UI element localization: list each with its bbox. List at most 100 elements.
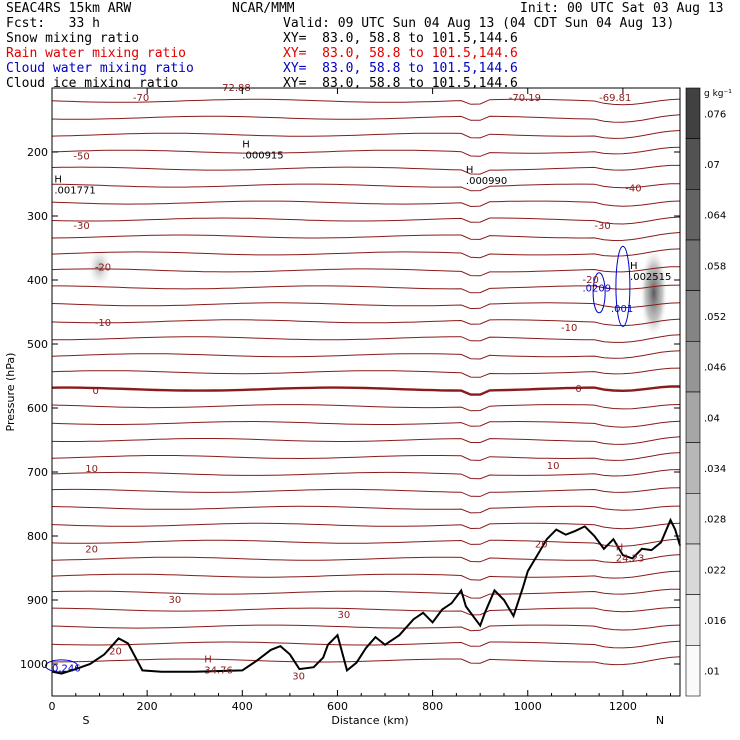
colorbar-label: .04: [704, 413, 720, 424]
x-tick-label: 1000: [514, 700, 542, 713]
colorbar-swatch: [685, 341, 701, 393]
extremum-value: 24.23: [616, 554, 645, 565]
temperature-contour-line: [51, 114, 681, 123]
temperature-contour-line: [51, 436, 681, 445]
temperature-contour-label: 20: [85, 545, 98, 556]
temperature-contour-line: [51, 164, 680, 175]
y-tick-label: 600: [27, 402, 48, 415]
temperature-contour-label: 10: [547, 461, 560, 472]
cloud-water-label: .001: [611, 304, 633, 315]
temperature-contour-line: [51, 469, 681, 480]
colorbar-label: .022: [704, 565, 726, 576]
extremum-mark: H: [466, 165, 474, 176]
x-end-label-south: S: [83, 714, 90, 727]
cloud-water-contour: [615, 245, 631, 327]
temperature-contour-label: -10: [561, 323, 577, 334]
x-axis: 0 200 400 600 800 1000 1200: [49, 88, 671, 713]
field-xy-rain: XY= 83.0, 58.8 to 101.5,144.6: [283, 46, 518, 61]
temperature-contour-label: -50: [73, 152, 89, 163]
temperature-contour-line: [51, 522, 681, 530]
colorbar-swatch: [685, 189, 701, 241]
temperature-contour-line: [51, 505, 681, 514]
temperature-contour-label: -20: [582, 275, 598, 286]
field-xy-snow: XY= 83.0, 58.8 to 101.5,144.6: [283, 31, 518, 46]
extremum-value: 34.76: [204, 666, 233, 677]
temperature-contour-line: [51, 624, 681, 632]
field-label-cloud-ice: Cloud ice mixing ratio: [6, 76, 179, 91]
org-label: NCAR/MMM: [232, 1, 295, 16]
forecast-hour: Fcst: 33 h: [6, 16, 100, 31]
y-tick-label: 500: [27, 338, 48, 351]
temperature-contours: [51, 98, 681, 666]
temperature-contour-line: [51, 350, 681, 360]
y-tick-label: 1000: [20, 658, 48, 671]
cloud-water-contours: [45, 245, 631, 673]
field-label-cloud-water: Cloud water mixing ratio: [6, 61, 194, 76]
temperature-contour-line: [51, 318, 681, 327]
colorbar-unit: g kg⁻¹: [704, 89, 732, 99]
colorbar: .076 .07 .064 .058 .052 .046 .04 .034 .028 .022 .0…: [685, 87, 726, 697]
colorbar-label: .034: [704, 464, 726, 475]
temperature-contour-label: -70: [133, 93, 149, 104]
x-tick-label: 200: [137, 700, 158, 713]
colorbar-swatch: [685, 290, 701, 342]
temperature-contour-line: [51, 98, 681, 106]
colorbar-swatch: [685, 543, 701, 595]
plot-frame: [52, 88, 680, 696]
temperature-contour-line: [51, 385, 680, 396]
y-tick-label: 300: [27, 210, 48, 223]
temperature-contour-line: [51, 487, 681, 497]
temperature-contour-line: [51, 656, 681, 666]
temperature-contour-label: 0: [92, 386, 98, 397]
extremum-value: .001771: [54, 186, 95, 197]
temperature-contour-line: [51, 640, 681, 649]
extremum-mark: H: [54, 175, 62, 186]
temperature-contour-label: 10: [85, 464, 98, 475]
extremum-mark: H: [242, 139, 250, 150]
colorbar-label: .052: [704, 312, 726, 323]
colorbar-swatch: [685, 138, 701, 190]
temperature-contour-label: 20: [109, 646, 122, 657]
field-label-rain: Rain water mixing ratio: [6, 46, 187, 61]
temperature-contour-line: [52, 334, 681, 343]
temperature-contour-label: -30: [73, 221, 89, 232]
temperature-contour-line: [51, 248, 681, 259]
colorbar-label: .01: [704, 667, 720, 678]
temperature-contour-label: -70.19: [509, 93, 541, 104]
colorbar-swatch: [685, 442, 701, 494]
colorbar-swatch: [685, 391, 701, 443]
temperature-contour-label: 30: [292, 671, 305, 682]
colorbar-swatch: [685, 239, 701, 291]
temperature-contour-line: [51, 216, 681, 225]
cloud-water-contour: [592, 272, 606, 314]
terrain-profile: [51, 517, 681, 675]
temperature-contour-line: [51, 232, 681, 242]
temperature-contour-label: -30: [594, 221, 610, 232]
temperature-contour-line: [51, 183, 681, 192]
valid-time: Valid: 09 UTC Sun 04 Aug 13 (04 CDT Sun …: [283, 16, 675, 31]
colorbar-label: .076: [704, 109, 726, 120]
field-xy-cloud-water: XY= 83.0, 58.8 to 101.5,144.6: [283, 61, 518, 76]
temperature-contour-label: 30: [169, 595, 182, 606]
temperature-contour-line: [51, 146, 681, 157]
cloud-ice-blob: [86, 245, 113, 290]
x-tick-label: 1200: [609, 700, 637, 713]
colorbar-label: .058: [704, 261, 726, 272]
cloud-water-label: .0209: [582, 284, 611, 295]
x-tick-label: 400: [232, 700, 253, 713]
temperature-contour-label: -69.81: [599, 93, 631, 104]
extremum-mark: H: [630, 261, 638, 272]
cloud-ice-blob: [639, 246, 668, 339]
x-tick-label: 600: [327, 700, 348, 713]
temperature-contour-label: -72.88: [219, 83, 251, 94]
y-tick-label: 700: [27, 466, 48, 479]
temperature-contour-line: [51, 302, 681, 310]
extremum-value: .000990: [466, 176, 507, 187]
extremum-mark: H: [616, 543, 624, 554]
temperature-contour-line: [51, 607, 681, 616]
x-axis-label: Distance (km): [331, 714, 408, 727]
temperature-contour-line: [51, 588, 680, 599]
cloud-water-contour: [45, 659, 79, 673]
x-end-label-north: N: [656, 714, 664, 727]
